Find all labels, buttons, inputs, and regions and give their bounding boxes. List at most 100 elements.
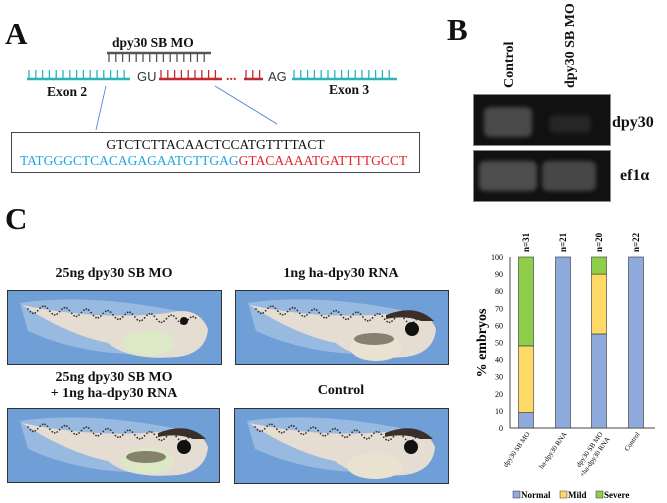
- morpholino-comb: [107, 51, 211, 62]
- pigment-spot: [320, 314, 323, 317]
- panel-a-label: A: [5, 16, 28, 51]
- pigment-spot: [326, 433, 329, 435]
- pigment-spot: [126, 311, 129, 314]
- pigment-spot: [92, 314, 95, 317]
- eye: [404, 440, 418, 454]
- yolk: [122, 330, 174, 356]
- pigment-spot: [368, 437, 371, 440]
- pigment-spot: [29, 428, 32, 431]
- mo-sequence: GTCTCTTACAACTCCATGTTTTACT: [106, 137, 325, 152]
- pigment-spot: [381, 315, 384, 318]
- pigment-spot: [116, 318, 119, 321]
- legend-label: Mild: [568, 490, 587, 500]
- pigment-spot: [254, 426, 256, 428]
- legend-label: Severe: [604, 490, 629, 500]
- n-label: n=21: [558, 232, 568, 252]
- pigment-spot: [339, 431, 341, 434]
- pigment-spot: [31, 312, 34, 315]
- pigment-spot: [280, 431, 283, 434]
- pigment-spot: [336, 429, 339, 431]
- pigment-spot: [391, 320, 393, 323]
- pigment-spot: [63, 424, 66, 427]
- pigment-spot: [303, 315, 306, 318]
- pigment-spot: [291, 306, 294, 309]
- y-tick-label: 30: [495, 373, 503, 382]
- pigment-spot: [357, 311, 359, 314]
- eye: [177, 440, 191, 454]
- pigment-spot: [386, 320, 389, 323]
- pigment-spot: [377, 431, 380, 434]
- image-title-control: Control: [235, 383, 447, 399]
- pigment-spot: [293, 307, 296, 310]
- pigment-spot: [141, 437, 144, 440]
- pigment-spot: [104, 310, 107, 313]
- pigment-spot: [31, 430, 34, 433]
- band-mo-ef1a: [542, 161, 596, 191]
- pigment-spot: [80, 429, 83, 432]
- pigment-spot: [310, 309, 313, 312]
- pigment-spot: [353, 429, 356, 432]
- pigment-spot: [324, 434, 327, 437]
- pigment-spot: [44, 423, 46, 426]
- splice-donor: GU: [137, 69, 157, 84]
- pigment-spot: [366, 319, 369, 322]
- band-control-dpy30: [484, 107, 532, 137]
- pigment-spot: [380, 433, 383, 436]
- pigment-spot: [124, 313, 127, 316]
- pigment-spot: [177, 320, 180, 323]
- pigment-spot: [300, 432, 303, 435]
- pigment-spot: [284, 313, 287, 315]
- pigment-spot: [258, 430, 261, 433]
- yolk: [347, 453, 403, 479]
- pigment-spot: [163, 438, 165, 441]
- pigment-spot: [271, 423, 273, 426]
- pigment-spot: [388, 321, 391, 324]
- pigment-spot: [172, 315, 175, 317]
- pigment-spot: [61, 426, 63, 429]
- x-tick-label: Control: [623, 431, 642, 453]
- pigment-spot: [281, 313, 284, 316]
- pigment-spot: [390, 438, 392, 441]
- pigment-spot: [150, 313, 153, 316]
- pigment-spot: [87, 309, 90, 311]
- pigment-spot: [153, 315, 156, 318]
- pigment-spot: [343, 436, 346, 439]
- pigment-spot: [48, 310, 51, 313]
- pigment-spot: [75, 433, 78, 436]
- pigment-spot: [99, 315, 102, 317]
- pigment-spot: [78, 432, 80, 434]
- pigment-spot: [288, 426, 290, 429]
- zoom-line-right: [214, 85, 278, 125]
- gene-schematic: ...: [27, 51, 397, 130]
- pigment-spot: [163, 320, 165, 323]
- intron-comb-a: [159, 70, 222, 81]
- image-title-mo: 25ng dpy30 SB MO: [7, 266, 221, 282]
- pigment-spot: [138, 319, 141, 322]
- bar-normal: [591, 333, 607, 429]
- pigment-spot: [344, 318, 347, 321]
- title-line: 1ng ha-dpy30 RNA: [283, 266, 399, 281]
- panel-c-label: C: [5, 201, 28, 236]
- pigment-spot: [262, 311, 265, 314]
- bar-severe: [591, 256, 607, 275]
- pigment-spot: [85, 426, 88, 429]
- y-axis-label: % embryos: [475, 308, 490, 377]
- pigment-spot: [276, 310, 279, 313]
- pigment-spot: [279, 312, 282, 315]
- pigment-spot: [70, 430, 73, 433]
- pigment-spot: [392, 435, 395, 438]
- pigment-spot: [255, 308, 257, 310]
- pigment-spot: [51, 312, 54, 315]
- pigment-spot: [68, 309, 71, 312]
- eye: [405, 322, 419, 336]
- pigment-spot: [351, 431, 354, 434]
- pigment-spot: [158, 438, 161, 441]
- pigment-spot: [405, 320, 408, 323]
- pigment-spot: [192, 315, 195, 318]
- pigment-spot: [138, 437, 141, 440]
- title-line: Control: [317, 383, 365, 398]
- pigment-spot: [51, 430, 54, 433]
- image-title-rna: 1ng ha-dpy30 RNA: [235, 266, 447, 282]
- pigment-spot: [334, 427, 337, 430]
